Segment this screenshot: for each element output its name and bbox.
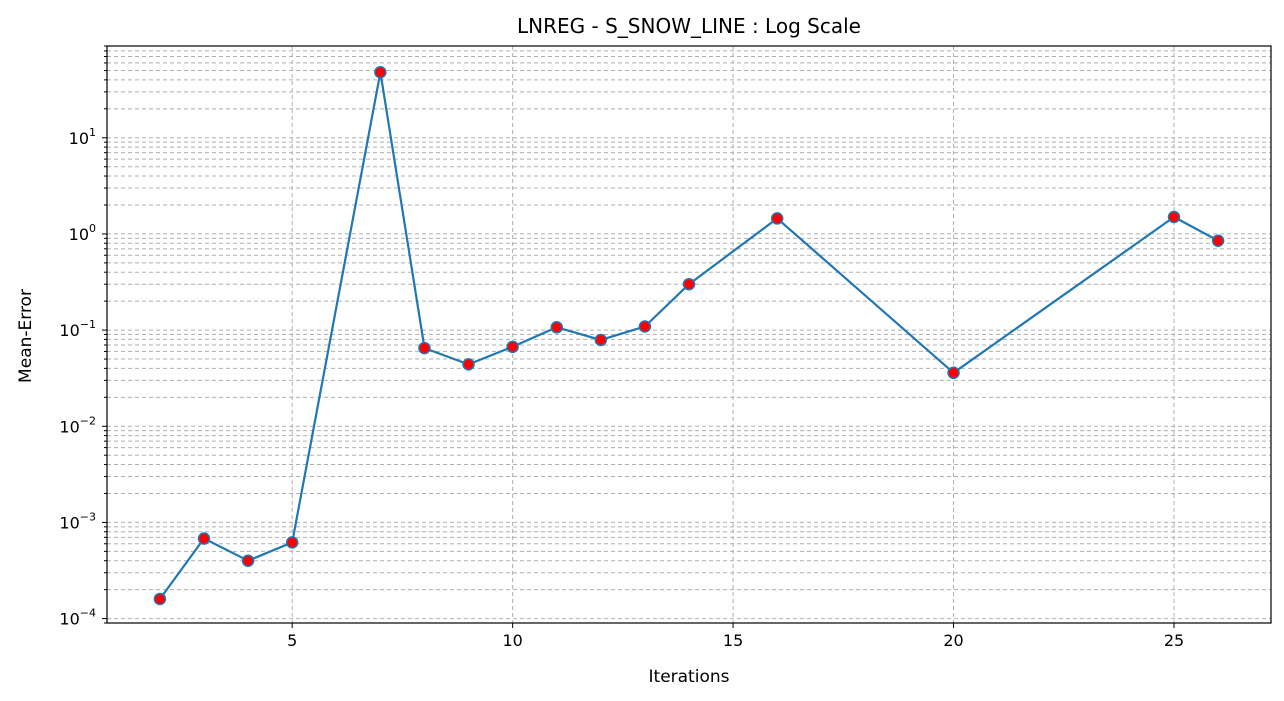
- x-tick-label: 20: [943, 631, 963, 650]
- y-tick-label: 100: [69, 222, 96, 244]
- data-point-marker: [1167, 210, 1181, 224]
- data-point-marker: [241, 554, 255, 567]
- data-point-marker: [947, 366, 960, 380]
- axis-ticks: 5 10 15 20 25 10−4 10−3 10−2 10−1 100 101: [59, 45, 1184, 650]
- x-tick-label: 15: [723, 631, 743, 650]
- y-axis-label: Mean-Error: [16, 289, 36, 383]
- data-point-marker: [770, 212, 784, 225]
- y-tick-label: 10−3: [59, 510, 96, 532]
- data-point-marker: [418, 341, 431, 355]
- data-point-marker: [550, 321, 563, 334]
- data-point-marker: [285, 536, 299, 549]
- x-tick-label: 25: [1164, 631, 1184, 650]
- series-markers: [153, 66, 1225, 606]
- data-point-marker: [197, 532, 211, 545]
- x-tick-label: 10: [502, 631, 522, 650]
- data-point-marker: [374, 66, 387, 79]
- series-polyline: [159, 71, 1219, 600]
- data-point-marker: [462, 358, 475, 371]
- data-point-marker: [506, 340, 519, 354]
- series-line: [159, 71, 1219, 600]
- chart-title: LNREG - S_SNOW_LINE : Log Scale: [517, 14, 861, 38]
- data-point-marker: [682, 277, 696, 291]
- y-tick-label: 101: [69, 126, 96, 148]
- y-tick-label: 10−4: [59, 607, 96, 629]
- data-point-marker: [1211, 234, 1225, 247]
- data-point-marker: [594, 333, 608, 347]
- y-tick-label: 10−2: [59, 414, 96, 436]
- x-axis-label: Iterations: [649, 667, 730, 687]
- x-tick-label: 5: [287, 631, 297, 650]
- data-point-marker: [153, 592, 167, 606]
- y-tick-label: 10−1: [59, 318, 96, 340]
- data-point-marker: [638, 320, 652, 333]
